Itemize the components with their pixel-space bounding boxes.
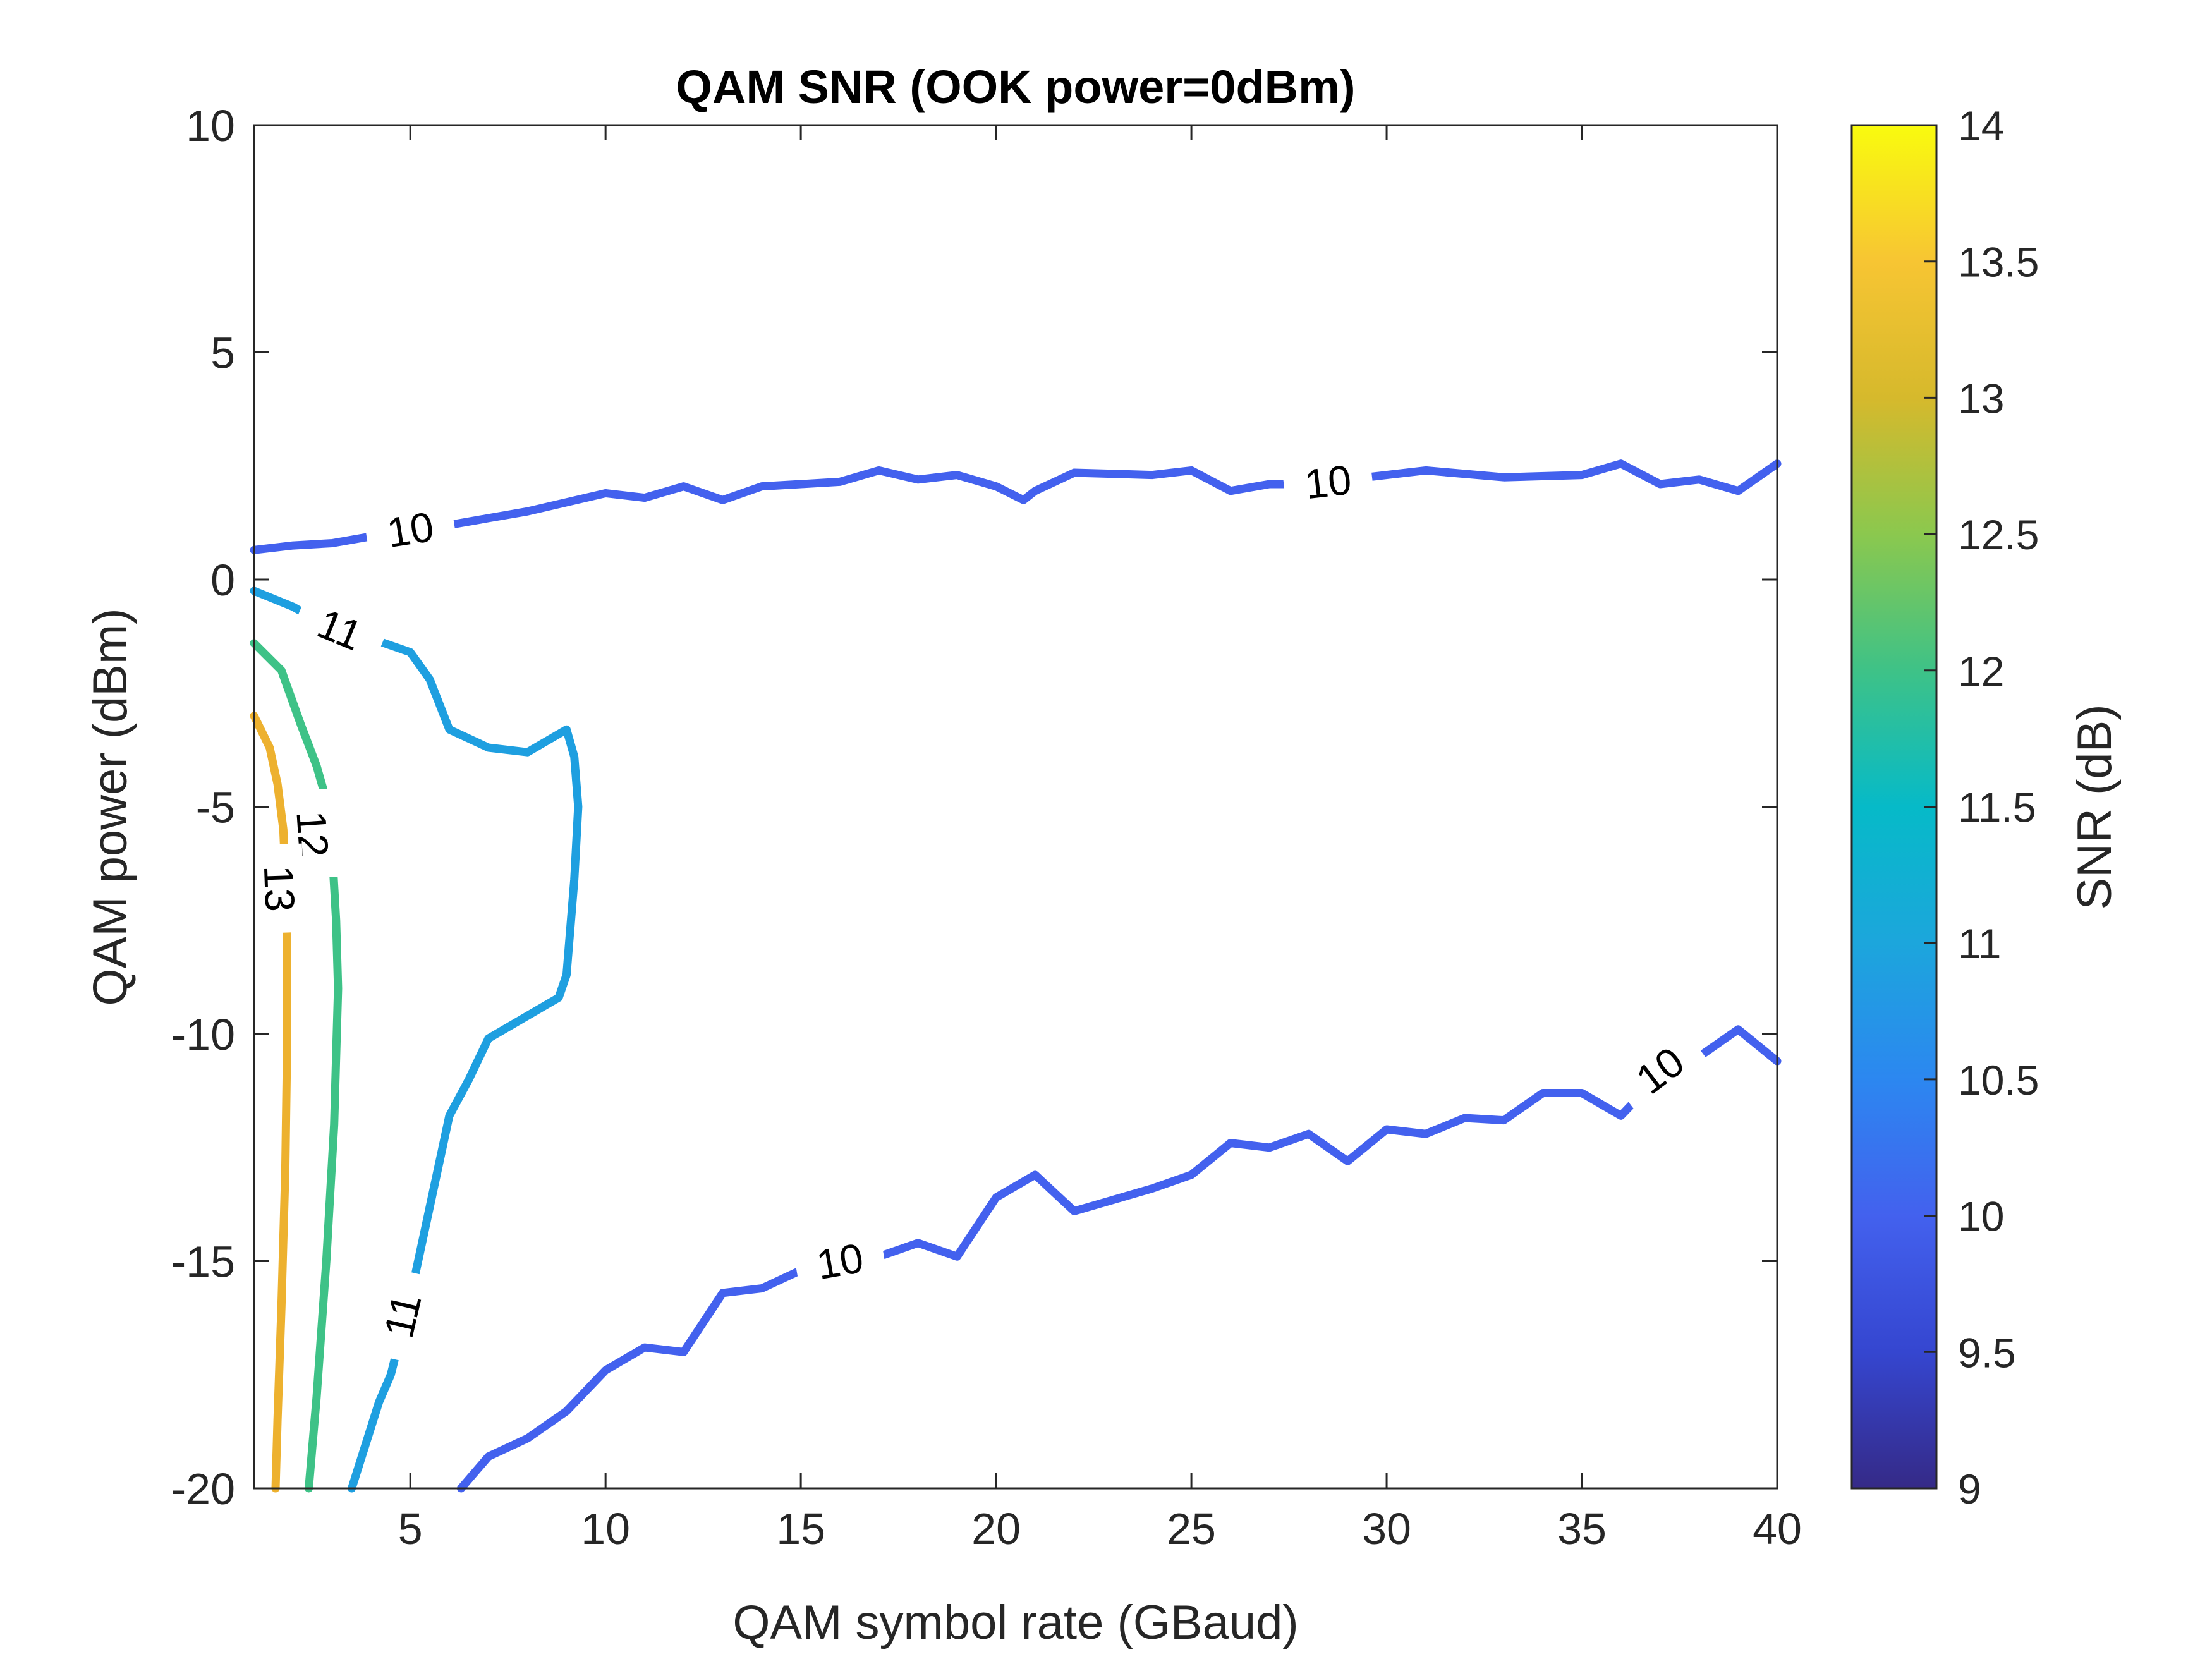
colorbar-tick-label: 10.5 bbox=[1958, 1057, 2039, 1103]
colorbar-tick-label: 12.5 bbox=[1958, 511, 2039, 558]
contour-line-13-4 bbox=[250, 712, 291, 1493]
contour-line-12-3 bbox=[250, 639, 343, 1493]
colorbar-tick-label: 12 bbox=[1958, 648, 2004, 695]
x-tick-label: 30 bbox=[1362, 1504, 1411, 1553]
contour-lines bbox=[250, 459, 1782, 1493]
y-tick-label: -5 bbox=[196, 783, 235, 832]
colorbar-gradient bbox=[1850, 124, 1938, 1490]
y-tick-label: -10 bbox=[171, 1010, 235, 1059]
y-tick-label: 5 bbox=[210, 329, 235, 378]
x-tick-label: 5 bbox=[398, 1504, 423, 1553]
colorbar-ticks: 9 9.5 10 10.5 11 11.5 12 12.5 13 13.5 14 bbox=[1924, 102, 2039, 1512]
contour-label-gap bbox=[368, 1267, 436, 1364]
contour-line-10-0 bbox=[250, 459, 1782, 554]
colorbar-tick-label: 9.5 bbox=[1958, 1329, 2016, 1376]
x-tick-label: 15 bbox=[776, 1504, 825, 1553]
y-tick-label: 0 bbox=[210, 556, 235, 605]
colorbar: 9 9.5 10 10.5 11 11.5 12 12.5 13 13.5 14 SNR (dB) bbox=[1850, 102, 2122, 1512]
x-axis: 5 10 15 20 25 30 35 40 bbox=[398, 125, 1802, 1553]
colorbar-tick-label: 10 bbox=[1958, 1193, 2004, 1240]
colorbar-tick-label: 14 bbox=[1958, 102, 2004, 149]
x-tick-label: 40 bbox=[1753, 1504, 1802, 1553]
contour-line-11-2 bbox=[250, 586, 583, 1493]
contour-label-gap bbox=[289, 590, 391, 669]
y-axis: -20 -15 -10 -5 0 5 10 bbox=[171, 101, 1777, 1514]
colorbar-tick-label: 9 bbox=[1958, 1466, 1981, 1512]
y-tick-label: 10 bbox=[186, 101, 235, 150]
colorbar-tick-label: 11.5 bbox=[1958, 784, 2036, 831]
y-axis-label: QAM power (dBm) bbox=[83, 608, 137, 1006]
plot-frame bbox=[253, 124, 1778, 1490]
contour-label-11: 11 bbox=[375, 1289, 430, 1342]
y-tick-label: -15 bbox=[171, 1237, 235, 1287]
contour-line-10-1 bbox=[457, 1025, 1782, 1493]
contour-label-10: 10 bbox=[1303, 456, 1354, 507]
contour-label-gap bbox=[253, 843, 305, 934]
contour-label-10: 10 bbox=[813, 1234, 866, 1289]
x-tick-label: 35 bbox=[1557, 1504, 1607, 1553]
contour-label-gap bbox=[1610, 1024, 1710, 1117]
contour-label-gap bbox=[1281, 453, 1375, 511]
x-tick-label: 10 bbox=[581, 1504, 630, 1553]
contour-label-gap bbox=[792, 1230, 888, 1292]
x-axis-label: QAM symbol rate (GBaud) bbox=[732, 1596, 1298, 1650]
colorbar-tick-label: 13 bbox=[1958, 375, 2004, 422]
contour-label-10: 10 bbox=[384, 503, 437, 556]
contour-label-gap bbox=[363, 499, 458, 561]
colorbar-label: SNR (dB) bbox=[2068, 704, 2122, 909]
chart-title: QAM SNR (OOK power=0dBm) bbox=[676, 61, 1355, 113]
contour-label-13: 13 bbox=[255, 865, 304, 913]
colorbar-tick-label: 11 bbox=[1958, 920, 2002, 967]
x-tick-label: 25 bbox=[1167, 1504, 1216, 1553]
x-tick-label: 20 bbox=[971, 1504, 1021, 1553]
colorbar-tick-label: 13.5 bbox=[1958, 239, 2039, 286]
y-tick-label: -20 bbox=[171, 1464, 235, 1514]
